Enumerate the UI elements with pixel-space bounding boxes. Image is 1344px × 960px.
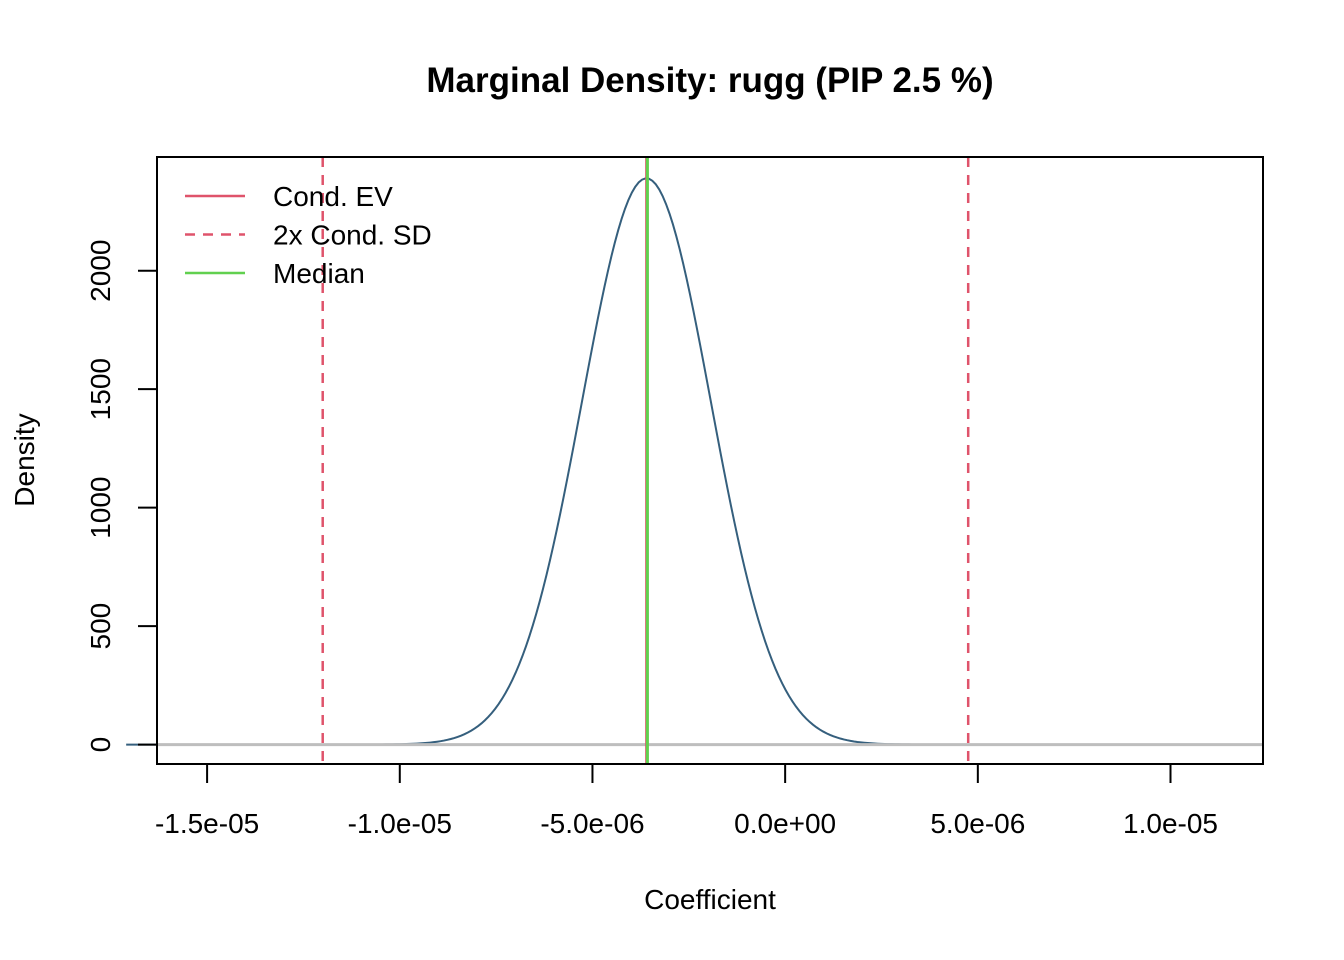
y-tick-label: 500 bbox=[85, 603, 116, 650]
x-tick-label: 1.0e-05 bbox=[1123, 808, 1218, 839]
y-axis-label: Density bbox=[9, 413, 40, 506]
y-tick-label: 1500 bbox=[85, 358, 116, 420]
legend-label: 2x Cond. SD bbox=[273, 220, 432, 251]
x-axis: -1.5e-05 -1.0e-05 -5.0e-06 0.0e+00 5.0e-06 1.… bbox=[155, 763, 1218, 839]
y-tick-label: 2000 bbox=[85, 240, 116, 302]
x-tick-label: 0.0e+00 bbox=[734, 808, 836, 839]
y-tick-label: 0 bbox=[85, 737, 116, 753]
x-tick-label: -1.0e-05 bbox=[348, 808, 452, 839]
legend-label: Median bbox=[273, 258, 365, 289]
plot-area bbox=[126, 157, 1263, 764]
y-tick-label: 1000 bbox=[85, 476, 116, 538]
y-axis: 0 500 1000 1500 2000 bbox=[85, 240, 158, 753]
legend: Cond. EV 2x Cond. SD Median bbox=[185, 181, 432, 289]
x-tick-label: -5.0e-06 bbox=[540, 808, 644, 839]
x-tick-label: 5.0e-06 bbox=[930, 808, 1025, 839]
x-tick-label: -1.5e-05 bbox=[155, 808, 259, 839]
legend-label: Cond. EV bbox=[273, 181, 393, 212]
chart-title: Marginal Density: rugg (PIP 2.5 %) bbox=[426, 61, 993, 100]
x-axis-label: Coefficient bbox=[644, 884, 776, 915]
